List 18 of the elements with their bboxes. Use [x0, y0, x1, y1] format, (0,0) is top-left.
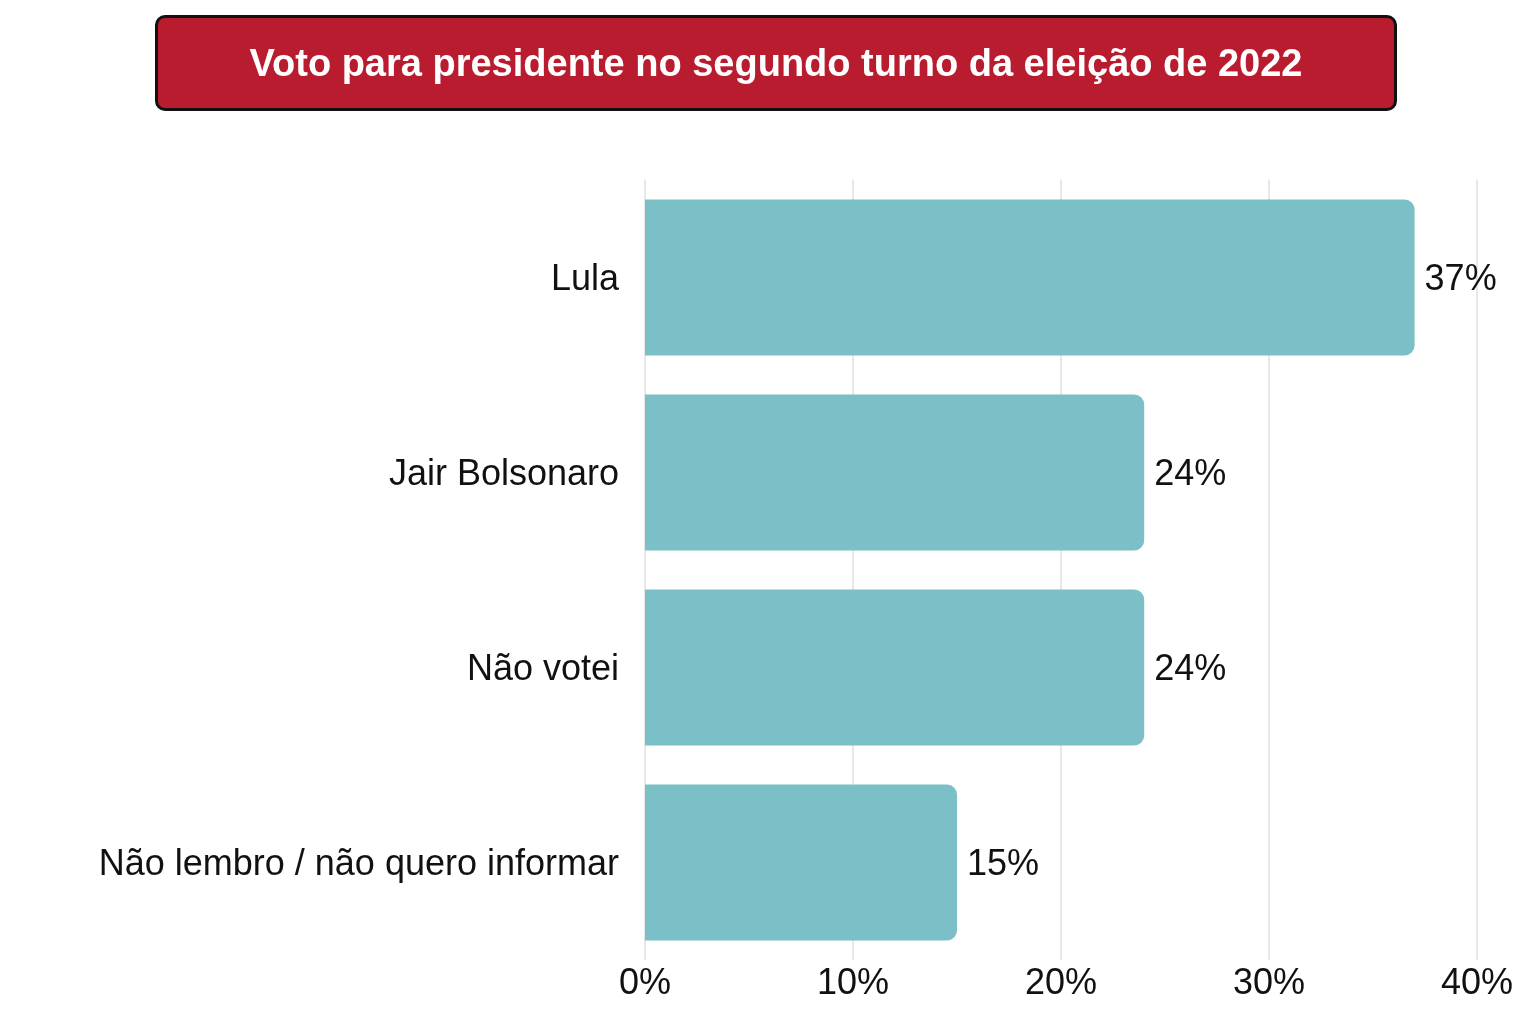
bar [645, 199, 1415, 356]
x-tick-label: 40% [1440, 960, 1514, 1002]
bar [645, 589, 1145, 746]
bar [645, 394, 1145, 551]
x-tick-label: 10% [816, 960, 890, 1002]
data-label: 24% [1154, 647, 1227, 689]
chart-title: Voto para presidente no segundo turno da eleição de 2022 [155, 15, 1397, 111]
data-label: 37% [1424, 257, 1497, 299]
x-tick-label: 0% [618, 960, 672, 1002]
y-tick-label: Não lembro / não quero informar [98, 842, 620, 884]
data-label: 15% [967, 842, 1040, 884]
x-tick-label: 20% [1024, 960, 1098, 1002]
data-label: 24% [1154, 452, 1227, 494]
y-tick-label: Não votei [466, 647, 619, 689]
y-tick-label: Jair Bolsonaro [388, 452, 619, 494]
bar [645, 784, 957, 941]
x-tick-label: 30% [1232, 960, 1306, 1002]
y-tick-label: Lula [550, 257, 620, 299]
